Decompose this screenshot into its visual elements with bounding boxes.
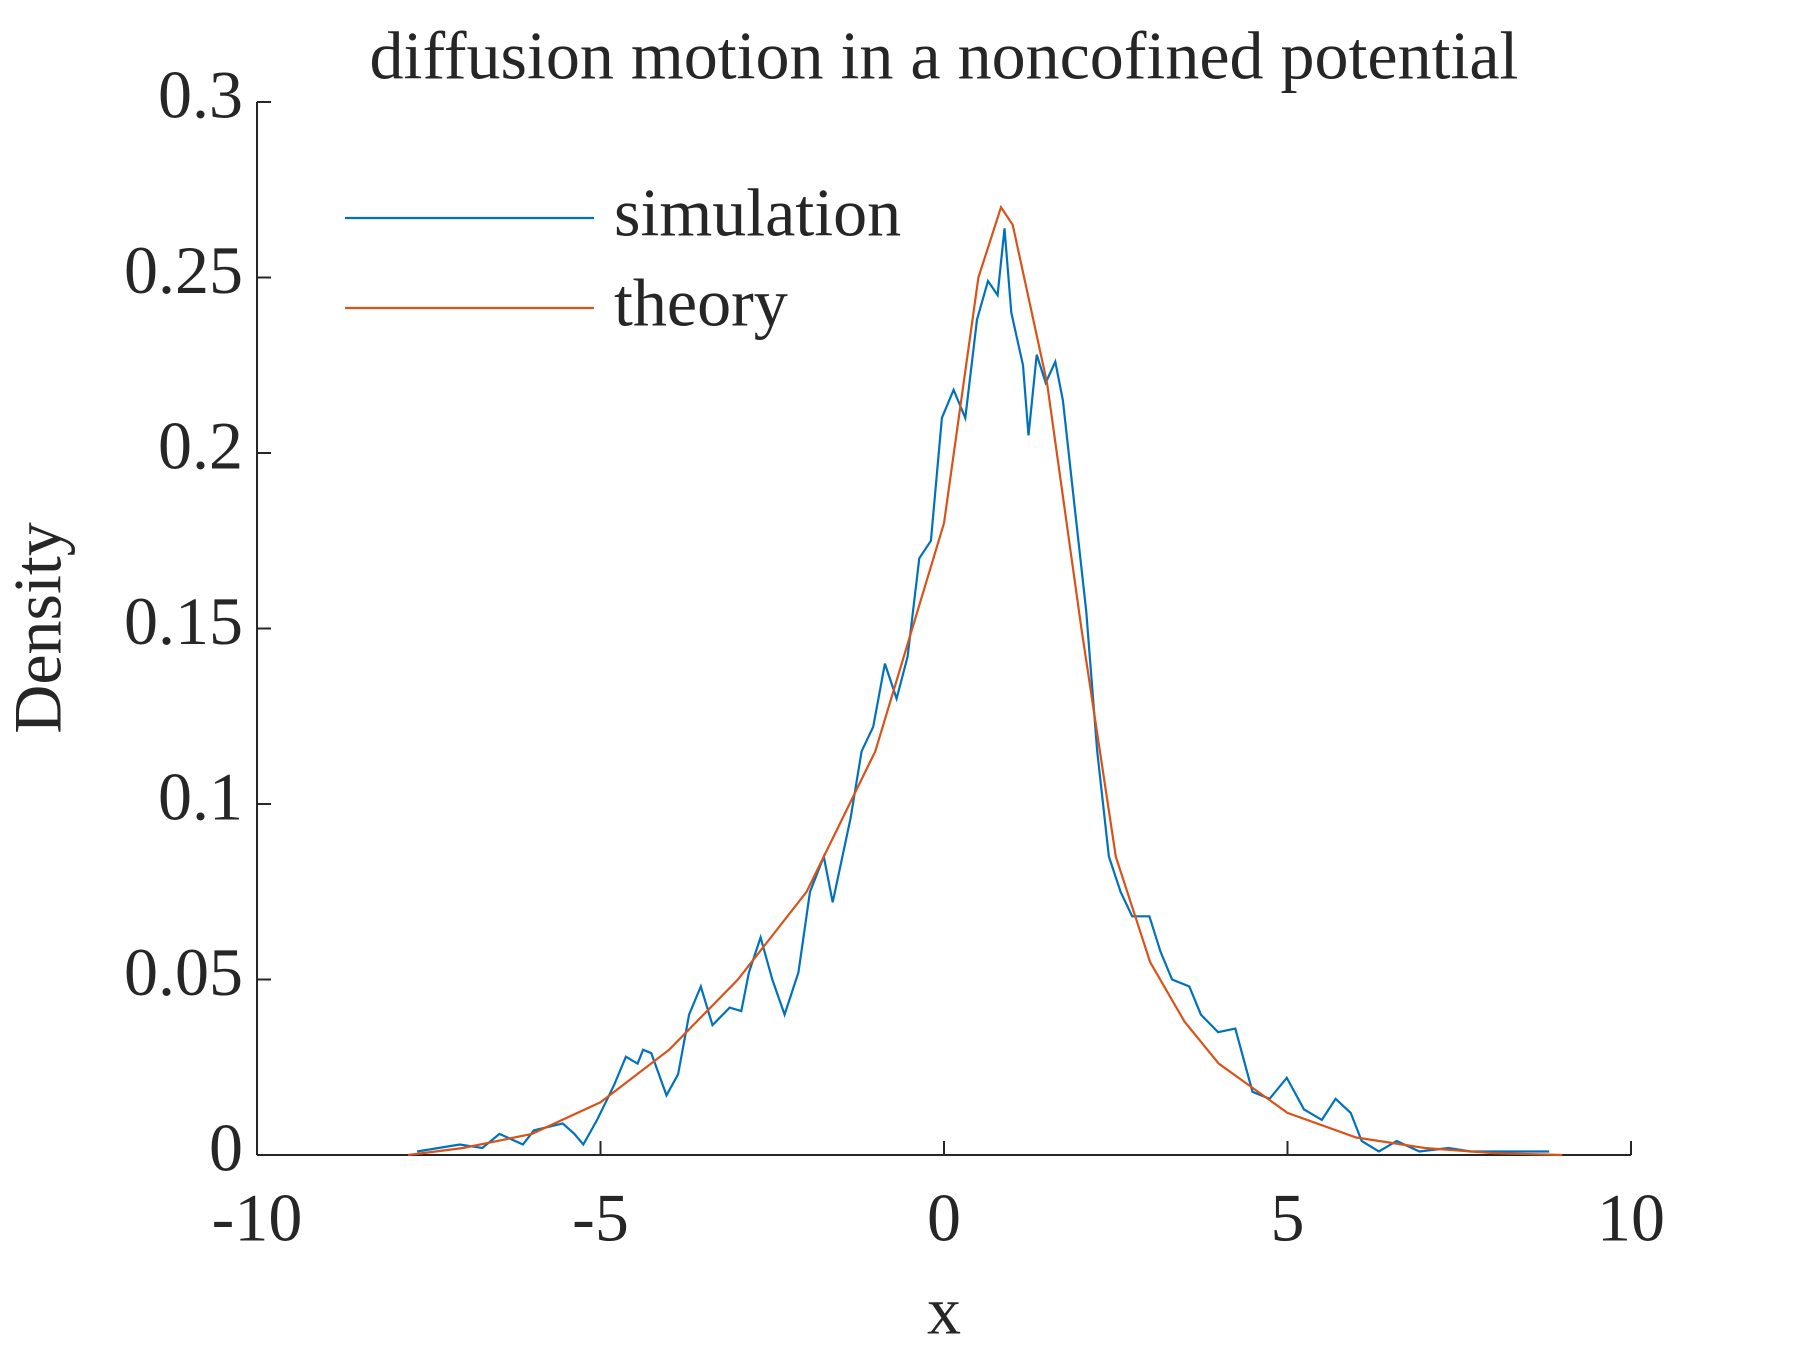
y-axis-label: Density xyxy=(0,522,76,734)
y-tick-label: 0.15 xyxy=(124,583,243,659)
y-tick-label: 0.3 xyxy=(158,57,243,133)
y-tick-label: 0 xyxy=(209,1110,243,1186)
x-axis-label: x xyxy=(927,1273,961,1346)
x-tick-label: 0 xyxy=(927,1180,961,1256)
x-tick-label: -5 xyxy=(572,1180,629,1256)
x-tick-label: 10 xyxy=(1597,1180,1665,1256)
legend-label: theory xyxy=(614,265,788,341)
x-tick-label: -10 xyxy=(212,1180,303,1256)
y-tick-label: 0.1 xyxy=(158,759,243,835)
series-line xyxy=(416,228,1550,1153)
x-tick-label: 5 xyxy=(1271,1180,1305,1256)
chart-title: diffusion motion in a noncofined potenti… xyxy=(370,18,1519,94)
series-line xyxy=(407,204,1563,1157)
y-tick-label: 0.05 xyxy=(124,934,243,1010)
y-tick-label: 0.2 xyxy=(158,408,243,484)
y-tick-label: 0.25 xyxy=(124,232,243,308)
legend-label: simulation xyxy=(614,175,901,251)
